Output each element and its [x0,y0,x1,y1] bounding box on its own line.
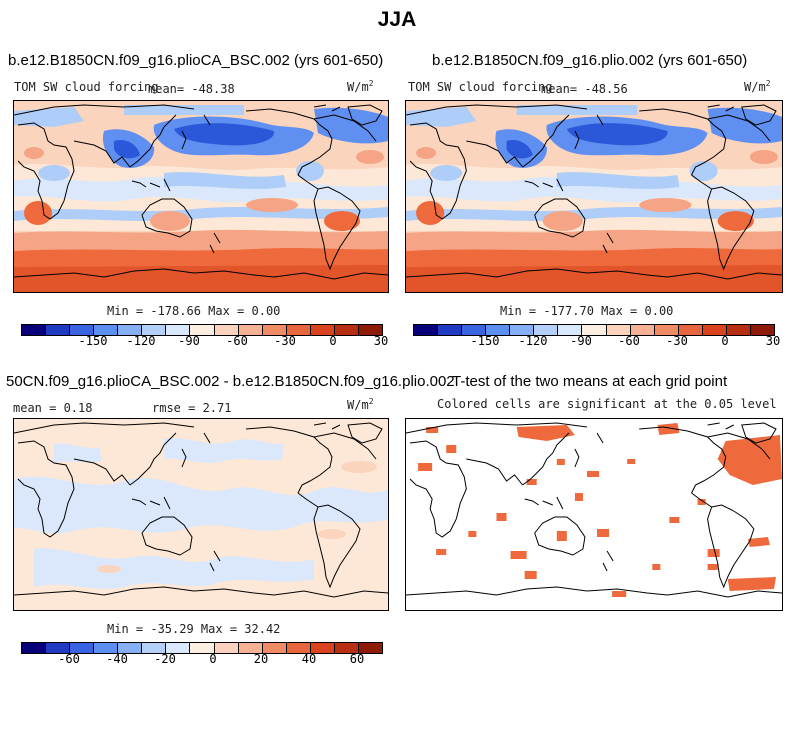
panel3-rmse: rmse = 2.71 [152,401,232,415]
colorbar-swatch [142,325,167,335]
colorbar-tick-label: 20 [253,652,269,666]
figure-title: JJA [377,8,417,31]
colorbar-swatch [22,325,47,335]
colorbar-swatch [190,643,215,653]
panel1-units: W/m2 [347,79,374,94]
colorbar-swatch [438,325,463,335]
colorbar-tick-label: -40 [106,652,128,666]
colorbar-swatch [94,643,119,653]
colorbar-swatch [358,325,382,335]
panel3-colorbar [21,642,383,654]
colorbar-tick-label: -120 [126,334,156,348]
panel2-map [405,100,783,293]
panel3-title: 50CN.f09_g16.plioCA_BSC.002 - b.e12.B185… [6,373,455,390]
colorbar-tick-label: -90 [178,334,200,348]
panel3-units: W/m2 [347,397,374,412]
colorbar-tick-label: -60 [618,334,640,348]
colorbar-swatch [94,325,119,335]
colorbar-tick-label: -20 [154,652,176,666]
panel1-minmax: Min = -178.66 Max = 0.00 [107,304,281,318]
colorbar-tick-label: -60 [58,652,80,666]
colorbar-tick-label: -120 [518,334,548,348]
panel1-map [13,100,389,293]
colorbar-tick-label: 0 [329,334,337,348]
panel2-mean: mean= -48.56 [541,82,628,96]
colorbar-swatch [678,325,703,335]
colorbar-swatch [262,325,287,335]
colorbar-swatch [142,643,167,653]
panel1-colorbar-ticks: -150 -120 -90 -60 -30 0 30 [21,334,389,350]
panel3-minmax: Min = -35.29 Max = 32.42 [107,622,281,636]
colorbar-swatch [118,325,143,335]
colorbar-swatch [702,325,727,335]
colorbar-swatch [534,325,559,335]
colorbar-tick-label: -60 [226,334,248,348]
colorbar-tick-label: -150 [470,334,500,348]
colorbar-swatch [358,643,382,653]
panel2-colorbar [413,324,775,336]
colorbar-swatch [238,325,263,335]
colorbar-swatch [166,325,191,335]
colorbar-swatch [286,643,311,653]
colorbar-tick-label: 0 [721,334,729,348]
colorbar-swatch [70,325,95,335]
panel1-colorbar [21,324,383,336]
colorbar-swatch [118,643,143,653]
panel1-mean: mean= -48.38 [148,82,235,96]
panel2-minmax: Min = -177.70 Max = 0.00 [500,304,674,318]
colorbar-tick-label: -30 [274,334,296,348]
colorbar-swatch [310,325,335,335]
colorbar-swatch [214,325,239,335]
panel3-map [13,418,389,611]
colorbar-swatch [630,325,655,335]
colorbar-swatch [166,643,191,653]
colorbar-tick-label: -90 [570,334,592,348]
colorbar-tick-label: 30 [373,334,389,348]
colorbar-swatch [214,643,239,653]
panel3-mean: mean = 0.18 [13,401,93,415]
colorbar-swatch [46,325,71,335]
colorbar-swatch [286,325,311,335]
panel2-colorbar-ticks: -150 -120 -90 -60 -30 0 30 [413,334,781,350]
colorbar-swatch [46,643,71,653]
colorbar-swatch [310,643,335,653]
panel4-map [405,418,783,611]
colorbar-swatch [486,325,511,335]
colorbar-swatch [726,325,751,335]
panel1-variable: TOM SW cloud forcing [14,80,159,94]
colorbar-swatch [70,643,95,653]
colorbar-swatch [654,325,679,335]
colorbar-swatch [462,325,487,335]
panel3-colorbar-ticks: -60 -40 -20 0 20 40 60 [21,652,381,668]
colorbar-tick-label: -150 [78,334,108,348]
colorbar-swatch [238,643,263,653]
colorbar-tick-label: 60 [349,652,365,666]
panel4-title: T-test of the two means at each grid poi… [452,373,728,390]
colorbar-swatch [334,643,359,653]
colorbar-swatch [262,643,287,653]
colorbar-swatch [606,325,631,335]
colorbar-swatch [750,325,774,335]
colorbar-swatch [334,325,359,335]
panel2-title: b.e12.B1850CN.f09_g16.plio.002 (yrs 601-… [432,52,748,69]
panel4-subtitle: Colored cells are significant at the 0.0… [437,397,777,411]
colorbar-swatch [414,325,439,335]
colorbar-tick-label: 30 [765,334,781,348]
colorbar-swatch [22,643,47,653]
panel2-units: W/m2 [744,79,771,94]
colorbar-tick-label: 40 [301,652,317,666]
colorbar-swatch [558,325,583,335]
panel2-variable: TOM SW cloud forcing [408,80,553,94]
colorbar-swatch [190,325,215,335]
colorbar-swatch [510,325,535,335]
colorbar-swatch [582,325,607,335]
panel1-title: b.e12.B1850CN.f09_g16.plioCA_BSC.002 (yr… [8,52,384,69]
colorbar-tick-label: 0 [209,652,217,666]
colorbar-tick-label: -30 [666,334,688,348]
